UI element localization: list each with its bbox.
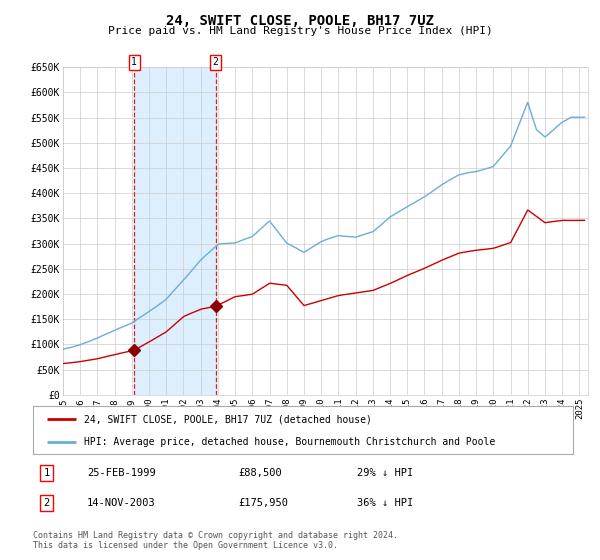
Text: £88,500: £88,500	[238, 468, 282, 478]
Text: 14-NOV-2003: 14-NOV-2003	[87, 498, 156, 508]
Text: 24, SWIFT CLOSE, POOLE, BH17 7UZ: 24, SWIFT CLOSE, POOLE, BH17 7UZ	[166, 14, 434, 28]
Text: 2: 2	[213, 57, 218, 67]
Text: 2: 2	[43, 498, 50, 508]
Text: HPI: Average price, detached house, Bournemouth Christchurch and Poole: HPI: Average price, detached house, Bour…	[84, 437, 496, 447]
Text: 24, SWIFT CLOSE, POOLE, BH17 7UZ (detached house): 24, SWIFT CLOSE, POOLE, BH17 7UZ (detach…	[84, 414, 372, 424]
Text: 36% ↓ HPI: 36% ↓ HPI	[357, 498, 413, 508]
Text: 25-FEB-1999: 25-FEB-1999	[87, 468, 156, 478]
Text: Price paid vs. HM Land Registry's House Price Index (HPI): Price paid vs. HM Land Registry's House …	[107, 26, 493, 36]
Text: 1: 1	[131, 57, 137, 67]
Text: £175,950: £175,950	[238, 498, 288, 508]
Bar	[134, 67, 215, 395]
Text: 1: 1	[43, 468, 50, 478]
Text: Contains HM Land Registry data © Crown copyright and database right 2024.
This d: Contains HM Land Registry data © Crown c…	[33, 531, 398, 550]
Text: 29% ↓ HPI: 29% ↓ HPI	[357, 468, 413, 478]
